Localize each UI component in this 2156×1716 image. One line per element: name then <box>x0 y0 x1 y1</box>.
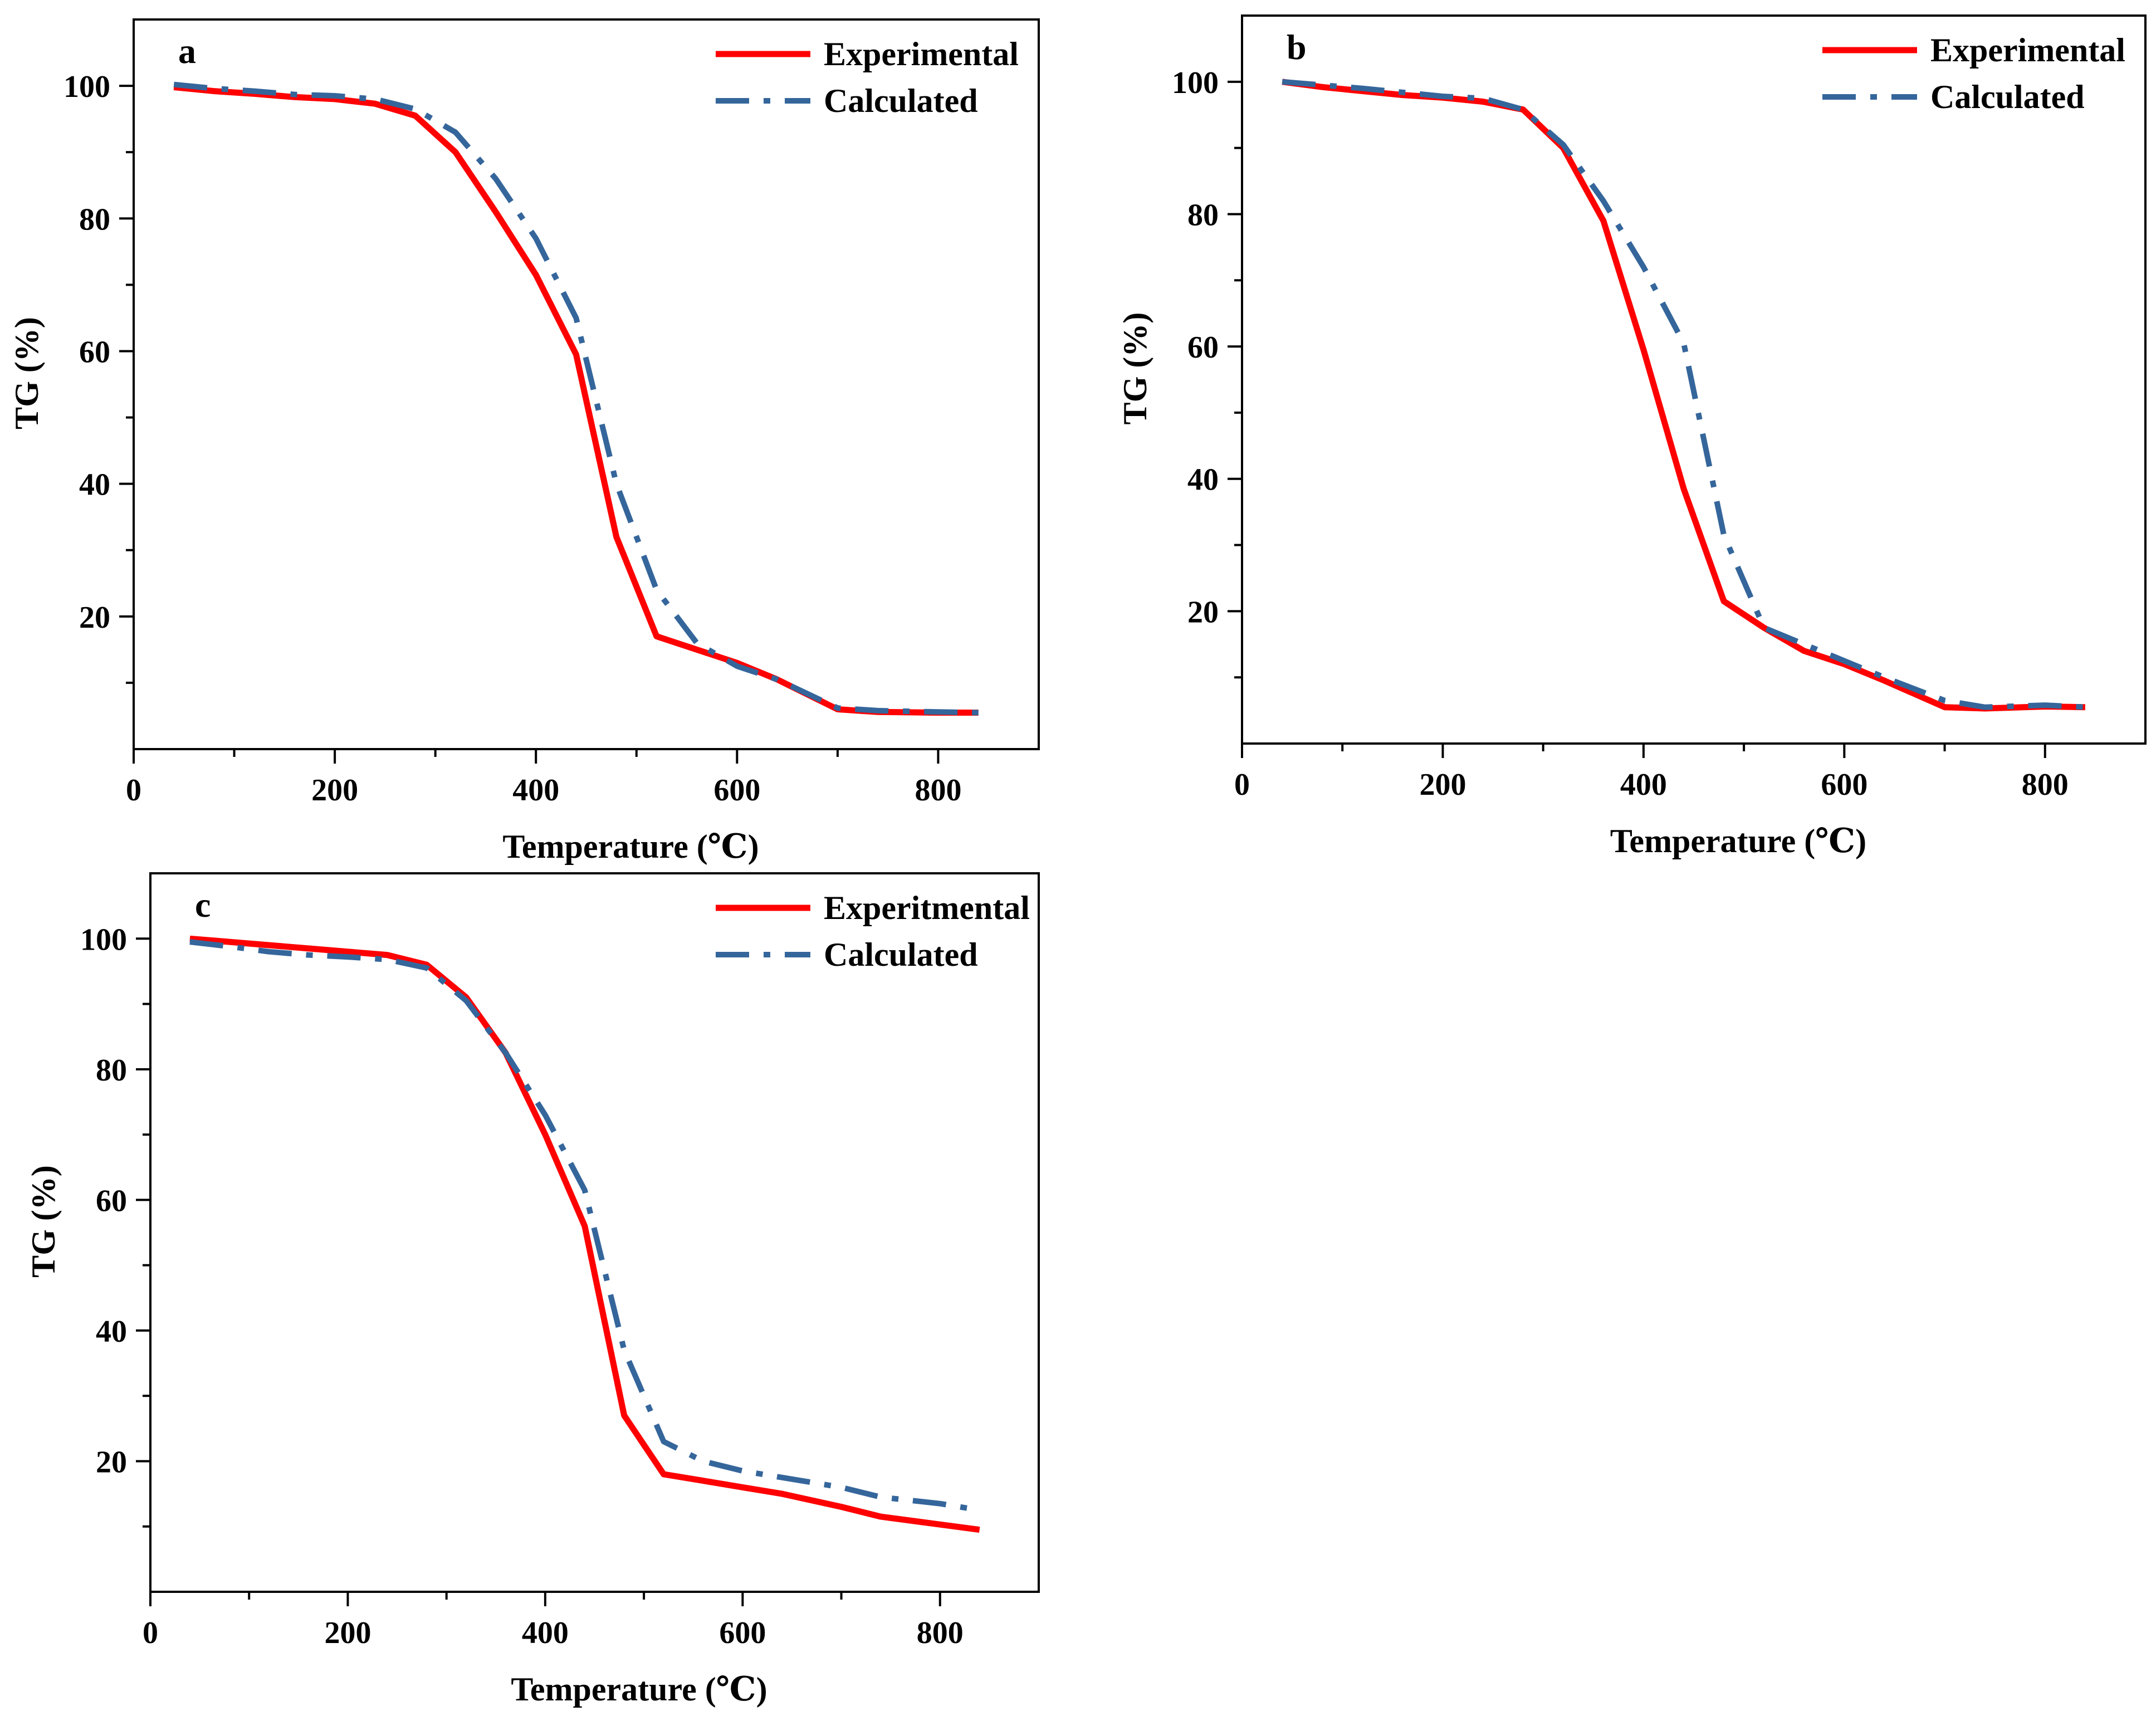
panel-letter: a <box>178 31 196 71</box>
chart-panel-c: 0 200 400 600 800 20 40 60 80 100 Temperature (℃) T… <box>25 872 1040 1708</box>
panel-letter: b <box>1287 27 1307 67</box>
x-axis-label: Temperature (℃) <box>1610 823 1866 859</box>
plot-frame <box>149 872 1040 1593</box>
y-tick-label: 80 <box>1187 198 1219 232</box>
y-axis-label: TG (%) <box>25 1165 62 1278</box>
y-axis-label: TG (%) <box>8 317 45 429</box>
x-axis-label: Temperature (℃) <box>502 828 759 865</box>
x-tick-label: 0 <box>1234 767 1250 802</box>
plot-frame <box>133 18 1040 750</box>
y-tick-label: 40 <box>1187 463 1219 497</box>
x-tick-label: 200 <box>311 773 358 808</box>
legend-label: Calculated <box>824 936 978 973</box>
x-tick-label: 0 <box>143 1616 158 1650</box>
y-tick-label: 20 <box>96 1445 127 1479</box>
x-tick-label: 200 <box>1419 767 1466 802</box>
series-line-experimental <box>173 84 979 716</box>
x-tick-label: 800 <box>917 1616 964 1650</box>
y-axis-label: TG (%) <box>1117 312 1153 425</box>
x-axis-label: Temperature (℃) <box>511 1671 767 1708</box>
y-tick-label: 40 <box>96 1314 127 1349</box>
series-line-experitmental <box>189 935 980 1533</box>
y-tick-label: 20 <box>79 600 110 635</box>
x-tick-label: 400 <box>512 773 559 808</box>
y-tick-label: 100 <box>63 70 110 104</box>
x-tick-label: 400 <box>522 1616 569 1650</box>
y-tick-label: 80 <box>79 202 110 237</box>
legend-label: Experitmental <box>824 889 1030 926</box>
panel-letter: c <box>195 885 211 925</box>
plot-frame <box>1241 14 2147 745</box>
legend-label: Experimental <box>824 36 1019 72</box>
y-tick-label: 100 <box>1172 66 1219 100</box>
chart-panel-a: 0 200 400 600 800 20 40 60 80 100 Temperature (℃) T… <box>8 18 1040 865</box>
y-tick-label: 20 <box>1187 595 1219 629</box>
x-tick-label: 800 <box>915 773 961 808</box>
y-tick-label: 100 <box>80 922 127 957</box>
x-tick-label: 200 <box>324 1616 371 1650</box>
y-tick-label: 60 <box>96 1184 127 1218</box>
x-tick-label: 800 <box>2022 767 2069 802</box>
series-line-calculated <box>1282 79 2086 710</box>
x-tick-label: 0 <box>126 773 141 808</box>
series-line-experimental <box>1282 79 2085 712</box>
legend-label: Calculated <box>1930 79 2085 115</box>
x-tick-label: 600 <box>719 1616 766 1650</box>
series-line-calculated <box>173 81 979 716</box>
y-tick-label: 40 <box>79 468 110 502</box>
x-tick-label: 600 <box>1821 767 1867 802</box>
chart-panel-b: 0 200 400 600 800 20 40 60 80 100 Temperature (℃) T… <box>1117 14 2147 859</box>
legend-label: Experimental <box>1930 32 2125 69</box>
y-tick-label: 80 <box>96 1053 127 1088</box>
x-tick-label: 400 <box>1620 767 1667 802</box>
x-tick-label: 600 <box>713 773 760 808</box>
legend-label: Calculated <box>824 82 978 119</box>
y-tick-label: 60 <box>79 335 110 369</box>
y-tick-label: 60 <box>1187 330 1219 365</box>
